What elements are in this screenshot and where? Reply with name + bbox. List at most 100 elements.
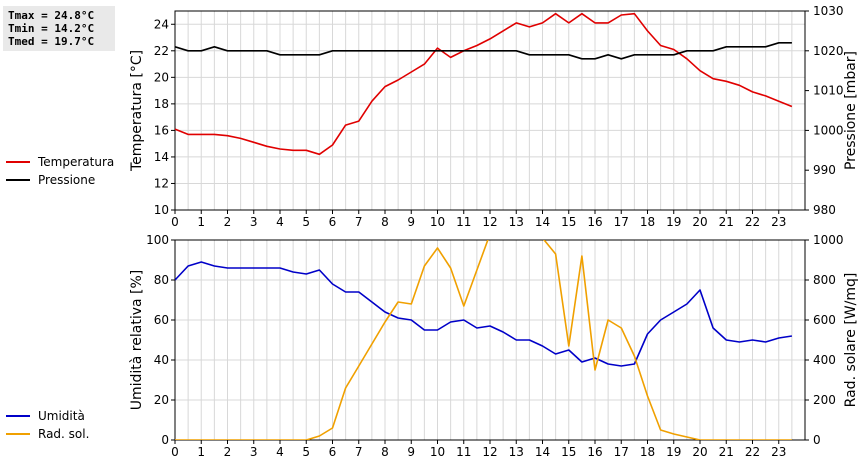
x-tick-label: 5	[302, 445, 310, 459]
x-tick-label: 17	[614, 445, 629, 459]
x-tick-label: 2	[224, 445, 232, 459]
x-tick-label: 0	[171, 445, 179, 459]
legend-label-radsol: Rad. sol.	[38, 427, 90, 441]
legend-item-umidita: Umidità	[6, 407, 89, 425]
y-left-tick-label: 14	[154, 150, 169, 164]
legend-item-pressione: Pressione	[6, 171, 114, 189]
x-tick-label: 2	[224, 215, 232, 229]
x-tick-label: 18	[640, 445, 655, 459]
x-tick-label: 3	[250, 215, 258, 229]
legend-swatch-temperatura	[6, 161, 30, 163]
y-right-tick-label: 1000	[813, 123, 844, 137]
y-right-tick-label: 400	[813, 353, 836, 367]
legend-top: Temperatura Pressione	[6, 153, 114, 189]
y-left-tick-label: 0	[161, 433, 169, 447]
y-left-tick-label: 10	[154, 203, 169, 217]
legend-label-pressione: Pressione	[38, 173, 96, 187]
x-tick-label: 21	[719, 215, 734, 229]
legend-item-temperatura: Temperatura	[6, 153, 114, 171]
legend-swatch-umidita	[6, 415, 30, 417]
y-right-tick-label: 1000	[813, 233, 844, 247]
series-line-umidit-	[175, 261, 793, 367]
tmin-text: Tmin = 14.2°C	[8, 22, 95, 35]
series-line-rad-sol-	[175, 240, 792, 440]
y-left-axis-label: Umidità relativa [%]	[129, 270, 145, 411]
x-tick-label: 13	[509, 215, 524, 229]
tmed-text: Tmed = 19.7°C	[8, 35, 95, 48]
x-tick-label: 20	[692, 215, 707, 229]
y-right-tick-label: 1020	[813, 44, 844, 58]
y-left-tick-label: 22	[154, 44, 169, 58]
x-tick-label: 6	[329, 215, 337, 229]
y-left-tick-label: 16	[154, 123, 169, 137]
x-tick-label: 23	[771, 215, 786, 229]
x-tick-label: 10	[430, 445, 445, 459]
x-tick-label: 8	[381, 445, 389, 459]
x-tick-label: 6	[329, 445, 337, 459]
y-right-axis-label: Rad. solare [W/mq]	[843, 273, 859, 408]
y-left-tick-label: 24	[154, 17, 169, 31]
x-tick-label: 5	[302, 215, 310, 229]
x-tick-label: 19	[666, 215, 681, 229]
y-right-tick-label: 1030	[813, 4, 844, 18]
y-left-tick-label: 20	[154, 393, 169, 407]
x-tick-label: 0	[171, 215, 179, 229]
tmax-text: Tmax = 24.8°C	[8, 9, 95, 22]
y-right-tick-label: 0	[813, 433, 821, 447]
series-line-pressione	[175, 41, 792, 60]
y-left-tick-label: 20	[154, 70, 169, 84]
x-tick-label: 9	[407, 215, 415, 229]
y-right-tick-label: 200	[813, 393, 836, 407]
y-left-tick-label: 18	[154, 97, 169, 111]
legend-label-umidita: Umidità	[38, 409, 85, 423]
x-tick-label: 20	[692, 445, 707, 459]
x-tick-label: 4	[276, 445, 284, 459]
x-tick-label: 18	[640, 215, 655, 229]
x-tick-label: 8	[381, 215, 389, 229]
x-tick-label: 21	[719, 445, 734, 459]
legend-swatch-pressione	[6, 179, 30, 181]
x-tick-label: 23	[771, 445, 786, 459]
legend-swatch-radsol	[6, 433, 30, 435]
x-tick-label: 12	[482, 215, 497, 229]
legend-bottom: Umidità Rad. sol.	[6, 407, 89, 443]
x-tick-label: 17	[614, 215, 629, 229]
x-tick-label: 11	[456, 215, 471, 229]
y-right-tick-label: 800	[813, 273, 836, 287]
y-left-tick-label: 100	[146, 233, 169, 247]
y-left-axis-label: Temperatura [°C]	[129, 50, 145, 172]
x-tick-label: 19	[666, 445, 681, 459]
y-right-tick-label: 990	[813, 163, 836, 177]
x-tick-label: 14	[535, 445, 550, 459]
legend-label-temperatura: Temperatura	[38, 155, 115, 169]
y-left-tick-label: 60	[154, 313, 169, 327]
y-right-tick-label: 1010	[813, 84, 844, 98]
x-tick-label: 14	[535, 215, 550, 229]
x-tick-label: 1	[197, 445, 205, 459]
y-right-axis-label: Pressione [mbar]	[843, 51, 859, 170]
x-tick-label: 22	[745, 215, 760, 229]
x-tick-label: 7	[355, 445, 363, 459]
chart-panel-0: 0 1 2 3 4 5 6 7 8 9 10 11 12 13 14 15 16 17 18 19 20 21 22 2310…	[129, 4, 859, 229]
x-tick-label: 1	[197, 215, 205, 229]
x-tick-label: 3	[250, 445, 258, 459]
y-left-tick-label: 40	[154, 353, 169, 367]
x-tick-label: 7	[355, 215, 363, 229]
y-left-tick-label: 80	[154, 273, 169, 287]
series-line-temperatura	[175, 12, 793, 156]
x-tick-label: 10	[430, 215, 445, 229]
x-tick-label: 16	[587, 445, 602, 459]
legend-item-radsol: Rad. sol.	[6, 425, 89, 443]
x-tick-label: 15	[561, 445, 576, 459]
x-tick-label: 9	[407, 445, 415, 459]
x-tick-label: 13	[509, 445, 524, 459]
x-tick-label: 16	[587, 215, 602, 229]
x-tick-label: 22	[745, 445, 760, 459]
y-left-tick-label: 12	[154, 176, 169, 190]
x-tick-label: 15	[561, 215, 576, 229]
y-right-tick-label: 980	[813, 203, 836, 217]
x-tick-label: 4	[276, 215, 284, 229]
x-tick-label: 12	[482, 445, 497, 459]
y-right-tick-label: 600	[813, 313, 836, 327]
